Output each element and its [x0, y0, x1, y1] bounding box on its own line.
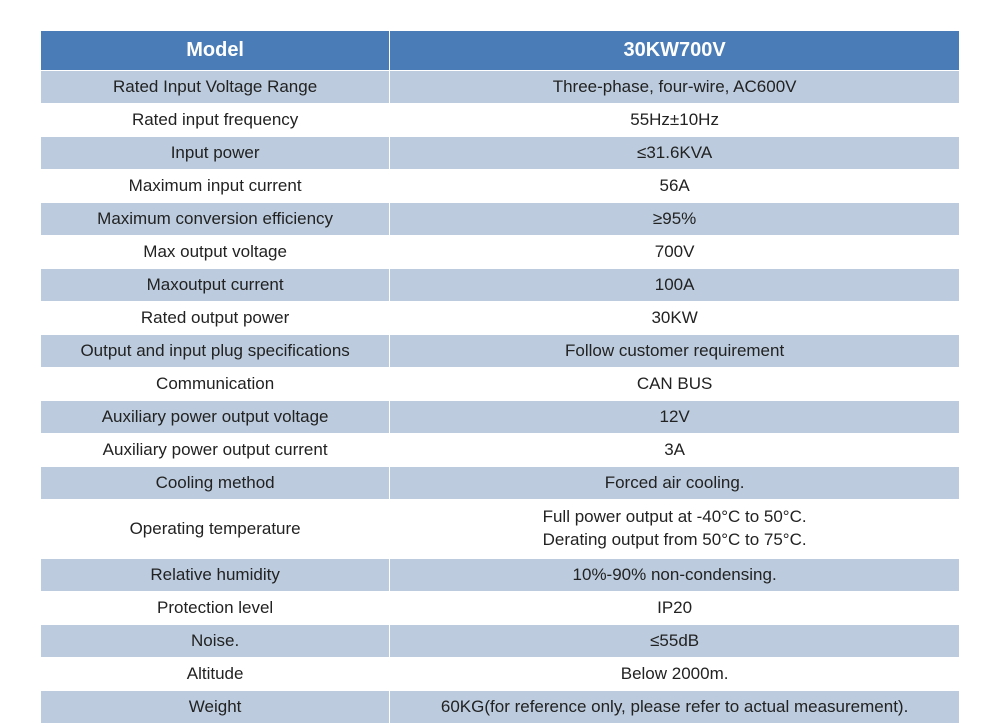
table-row: Noise.≤55dB — [41, 624, 960, 657]
table-row: Maximum conversion efficiency≥95% — [41, 203, 960, 236]
spec-value: Forced air cooling. — [390, 467, 960, 500]
table-row: AltitudeBelow 2000m. — [41, 657, 960, 690]
spec-label: Auxiliary power output current — [41, 434, 390, 467]
spec-value: 56A — [390, 170, 960, 203]
table-row: Protection levelIP20 — [41, 591, 960, 624]
spec-value: Below 2000m. — [390, 657, 960, 690]
table-row: Output and input plug specificationsFoll… — [41, 335, 960, 368]
spec-value: 30KW — [390, 302, 960, 335]
table-row: Weight60KG(for reference only, please re… — [41, 690, 960, 723]
spec-label: Rated output power — [41, 302, 390, 335]
spec-label: Max output voltage — [41, 236, 390, 269]
spec-label: Input power — [41, 137, 390, 170]
table-row: Max output voltage700V — [41, 236, 960, 269]
table-row: Auxiliary power output current3A — [41, 434, 960, 467]
spec-value: 700V — [390, 236, 960, 269]
spec-value: Full power output at -40°C to 50°C.Derat… — [390, 500, 960, 559]
table-row: Input power≤31.6KVA — [41, 137, 960, 170]
header-model: Model — [41, 31, 390, 71]
header-model-value: 30KW700V — [390, 31, 960, 71]
spec-value: Follow customer requirement — [390, 335, 960, 368]
table-row: Maxoutput current100A — [41, 269, 960, 302]
spec-value: ≤31.6KVA — [390, 137, 960, 170]
spec-value: 10%-90% non-condensing. — [390, 558, 960, 591]
spec-label: Weight — [41, 690, 390, 723]
table-row: Relative humidity10%-90% non-condensing. — [41, 558, 960, 591]
spec-label: Communication — [41, 368, 390, 401]
table-row: Operating temperatureFull power output a… — [41, 500, 960, 559]
table-row: Auxiliary power output voltage12V — [41, 401, 960, 434]
table-row: Rated output power30KW — [41, 302, 960, 335]
spec-label: Rated input frequency — [41, 104, 390, 137]
table-row: CommunicationCAN BUS — [41, 368, 960, 401]
spec-value: IP20 — [390, 591, 960, 624]
spec-label: Altitude — [41, 657, 390, 690]
spec-table: Model 30KW700V Rated Input Voltage Range… — [40, 30, 960, 724]
spec-value: ≥95% — [390, 203, 960, 236]
spec-label: Maximum conversion efficiency — [41, 203, 390, 236]
table-row: Maximum input current56A — [41, 170, 960, 203]
table-header-row: Model 30KW700V — [41, 31, 960, 71]
spec-label: Auxiliary power output voltage — [41, 401, 390, 434]
spec-value: 60KG(for reference only, please refer to… — [390, 690, 960, 723]
table-row: Rated Input Voltage RangeThree-phase, fo… — [41, 71, 960, 104]
table-row: Rated input frequency55Hz±10Hz — [41, 104, 960, 137]
spec-label: Rated Input Voltage Range — [41, 71, 390, 104]
spec-label: Cooling method — [41, 467, 390, 500]
spec-value: 12V — [390, 401, 960, 434]
spec-label: Relative humidity — [41, 558, 390, 591]
spec-value: CAN BUS — [390, 368, 960, 401]
spec-label: Operating temperature — [41, 500, 390, 559]
spec-label: Maximum input current — [41, 170, 390, 203]
spec-label: Maxoutput current — [41, 269, 390, 302]
spec-value: ≤55dB — [390, 624, 960, 657]
spec-value: Three-phase, four-wire, AC600V — [390, 71, 960, 104]
spec-value: 100A — [390, 269, 960, 302]
spec-value: 3A — [390, 434, 960, 467]
spec-label: Noise. — [41, 624, 390, 657]
spec-label: Output and input plug specifications — [41, 335, 390, 368]
spec-value: 55Hz±10Hz — [390, 104, 960, 137]
table-row: Cooling methodForced air cooling. — [41, 467, 960, 500]
spec-label: Protection level — [41, 591, 390, 624]
